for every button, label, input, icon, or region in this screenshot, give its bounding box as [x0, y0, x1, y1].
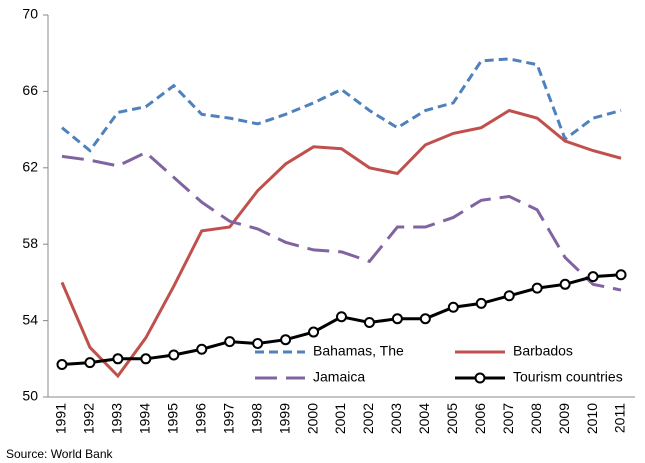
series-marker — [336, 311, 347, 323]
series-marker — [280, 334, 292, 346]
y-tick-label: 58 — [22, 235, 38, 251]
series-marker — [112, 353, 124, 365]
x-tick-label: 2010 — [584, 403, 600, 434]
x-tick-label: 1991 — [53, 403, 69, 434]
x-tick-label: 1995 — [164, 403, 180, 434]
legend-label: Tourism countries — [513, 369, 623, 385]
series-line — [60, 108, 622, 379]
x-tick-label: 2009 — [556, 403, 572, 434]
x-tick-label: 2008 — [528, 403, 544, 434]
series-marker — [531, 282, 543, 294]
x-tick-label: 1992 — [81, 403, 97, 434]
series-line — [61, 150, 622, 292]
x-tick-label: 2011 — [612, 403, 628, 433]
y-tick-label: 54 — [22, 311, 38, 327]
series-marker — [475, 297, 487, 309]
x-tick-label: 1993 — [109, 403, 125, 434]
legend-marker — [474, 372, 486, 384]
x-tick-label: 2000 — [304, 403, 320, 434]
legend-label: Jamaica — [313, 369, 365, 385]
x-tick-label: 1999 — [276, 403, 292, 434]
y-tick-label: 62 — [22, 159, 38, 175]
series-marker — [503, 290, 515, 302]
series-marker — [140, 353, 152, 365]
series-marker — [84, 357, 96, 369]
series-line — [61, 57, 622, 153]
series-marker — [419, 313, 431, 325]
series-marker — [587, 271, 599, 283]
series-marker — [559, 278, 571, 290]
y-tick-label: 50 — [22, 388, 38, 404]
x-tick-label: 2002 — [360, 403, 376, 434]
x-tick-label: 2003 — [388, 403, 404, 434]
legend-label: Barbados — [513, 343, 573, 359]
x-tick-label: 1997 — [220, 403, 236, 434]
series-marker — [196, 343, 208, 355]
series-marker — [447, 301, 459, 313]
legend-label: Bahamas, The — [313, 343, 404, 359]
series-marker — [391, 313, 403, 325]
series-marker — [615, 269, 627, 281]
series-marker — [252, 338, 264, 350]
x-tick-label: 1994 — [137, 403, 153, 434]
series-marker — [308, 326, 320, 338]
series-marker — [168, 349, 180, 361]
x-tick-label: 1998 — [248, 403, 264, 434]
x-tick-label: 2001 — [332, 403, 348, 434]
y-tick-label: 66 — [22, 82, 38, 98]
series-marker — [56, 359, 68, 371]
x-tick-label: 2005 — [444, 403, 460, 434]
series-marker — [224, 336, 236, 348]
x-tick-label: 2004 — [416, 403, 432, 434]
y-tick-label: 70 — [22, 6, 38, 22]
source-note: Source: World Bank — [6, 447, 113, 461]
series-marker — [363, 317, 375, 329]
x-tick-label: 2006 — [472, 403, 488, 434]
x-tick-label: 1996 — [192, 403, 208, 434]
x-tick-label: 2007 — [500, 403, 516, 434]
